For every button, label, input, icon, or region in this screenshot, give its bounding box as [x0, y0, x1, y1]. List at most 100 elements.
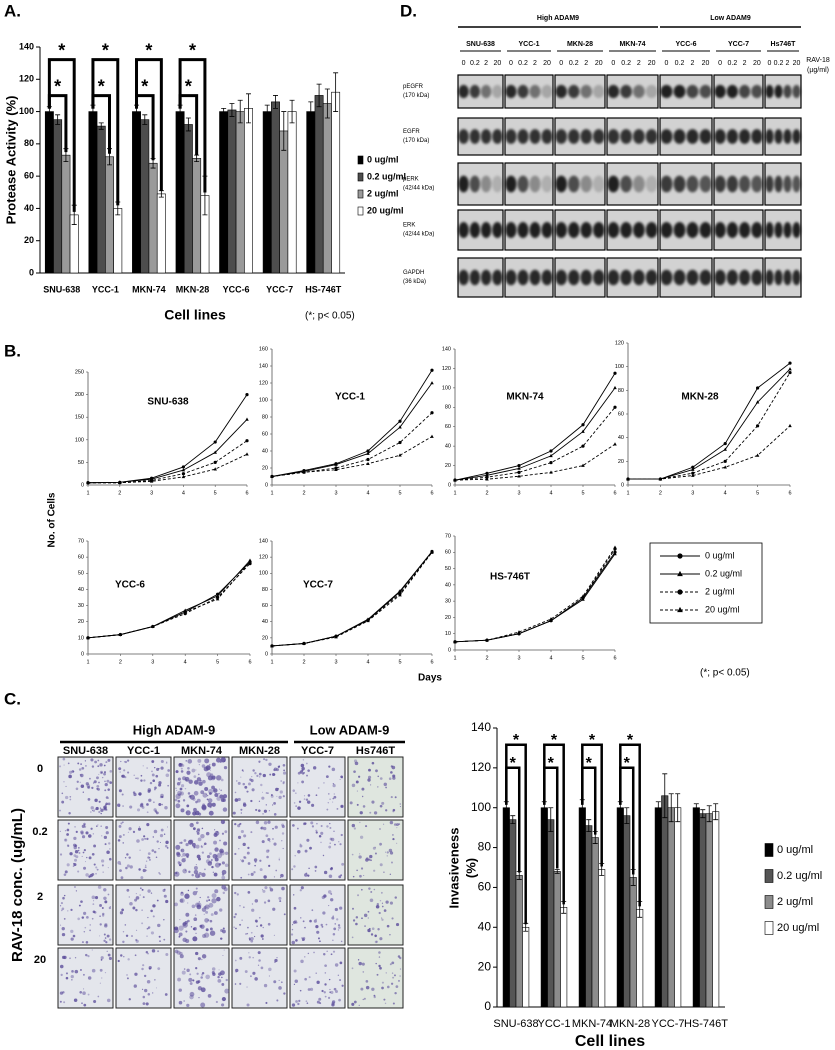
blot-band: [726, 269, 739, 286]
cell-speck: [293, 983, 296, 986]
cell-speck: [358, 775, 361, 778]
cell-speck: [322, 911, 326, 915]
cell-speck: [181, 855, 183, 858]
cell-speck: [95, 872, 97, 875]
cell-speck: [183, 968, 186, 970]
cell-speck: [351, 936, 354, 939]
significance-star: *: [102, 40, 109, 60]
cell-speck: [300, 763, 305, 768]
cell-speck: [121, 793, 124, 796]
cell-speck: [361, 787, 365, 791]
series-line: [454, 552, 616, 643]
cell-speck: [222, 929, 226, 934]
cell-speck: [101, 907, 104, 910]
cell-speck: [127, 771, 130, 774]
cell-speck: [189, 839, 194, 844]
cell-speck: [165, 840, 169, 845]
cell-speck: [268, 810, 270, 812]
cell-speck: [281, 825, 285, 829]
cell-speck: [332, 915, 334, 917]
cell-speck: [332, 801, 334, 803]
cell-speck: [72, 934, 76, 938]
cell-speck: [314, 870, 317, 872]
cell-speck: [142, 765, 144, 767]
cell-speck: [314, 865, 318, 869]
point: [517, 474, 521, 478]
cell-speck: [213, 872, 218, 877]
cell-speck: [396, 827, 398, 829]
cell-speck: [252, 971, 256, 975]
cell-speck: [299, 844, 303, 848]
cell-speck: [126, 888, 130, 892]
blot-band: [751, 129, 763, 144]
legend-label: 2 ug/ml: [705, 586, 735, 596]
cell-speck: [327, 996, 331, 1000]
blot-band: [469, 84, 481, 99]
cell-speck: [282, 795, 285, 798]
cell-speck: [305, 872, 308, 875]
point: [270, 474, 274, 478]
cell-speck: [318, 937, 320, 940]
cell-speck: [125, 866, 128, 870]
cell-speck: [140, 876, 144, 880]
cell-speck: [80, 776, 82, 778]
cell-speck: [262, 889, 266, 893]
significance-bracket: [619, 743, 641, 907]
cell-speck: [154, 810, 158, 813]
blot-cell-line: YCC-7: [728, 41, 749, 48]
cell-speck: [304, 977, 307, 981]
cell-speck: [273, 767, 278, 771]
cell-speck: [85, 782, 89, 786]
blot-band: [686, 129, 699, 144]
cell-speck: [97, 765, 100, 768]
cell-speck: [119, 911, 124, 915]
cell-speck: [291, 940, 296, 945]
cell-speck: [306, 1002, 309, 1004]
blot-band: [620, 175, 632, 193]
cell-speck: [309, 846, 312, 850]
cell-speck: [101, 776, 104, 779]
cell-speck: [265, 849, 270, 853]
cell-speck: [207, 861, 213, 866]
point: [581, 429, 585, 433]
series-line: [87, 394, 248, 484]
cell-speck: [336, 807, 339, 810]
cell-speck: [315, 831, 318, 834]
cell-speck: [99, 915, 101, 917]
cell-speck: [373, 869, 376, 872]
cell-speck: [221, 1003, 225, 1007]
cell-speck: [222, 927, 225, 930]
point: [245, 452, 249, 456]
micrograph: [289, 884, 346, 946]
cell-speck: [179, 781, 182, 783]
cell-speck: [101, 977, 103, 979]
micrograph: [289, 947, 346, 1009]
cell-speck: [205, 974, 210, 980]
cell-speck: [216, 775, 222, 781]
cell-speck: [139, 894, 141, 896]
cell-speck: [357, 959, 360, 961]
cell-speck: [83, 866, 87, 870]
cell-speck: [71, 770, 75, 773]
cell-speck: [141, 838, 145, 841]
bar: [156, 193, 166, 274]
point: [549, 617, 553, 621]
cell-speck: [298, 999, 301, 1002]
cell-speck: [263, 809, 267, 813]
cell-speck: [100, 959, 103, 961]
cell-speck: [196, 832, 200, 835]
cell-speck: [95, 806, 99, 811]
cell-speck: [397, 979, 401, 982]
cell-speck: [60, 909, 63, 912]
cell-speck: [330, 867, 333, 869]
y-tick-label: 120: [19, 74, 34, 84]
cell-speck: [381, 905, 384, 908]
cell-speck: [146, 767, 148, 769]
cell-speck: [94, 798, 98, 802]
blot-band: [541, 84, 553, 99]
point: [398, 593, 402, 597]
cell-speck: [62, 896, 65, 900]
point: [334, 462, 338, 466]
cell-speck: [138, 868, 141, 871]
bar: [96, 125, 106, 274]
